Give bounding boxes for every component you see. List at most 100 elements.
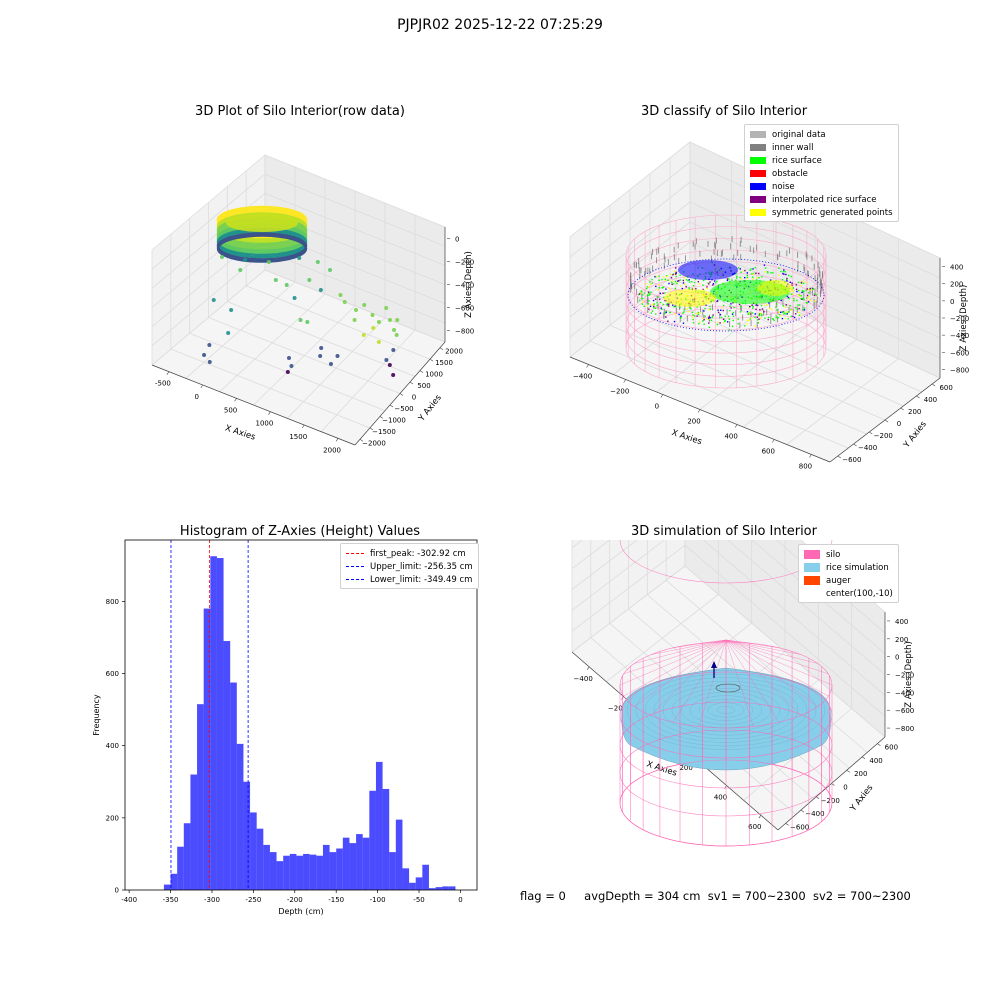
histogram-bar	[356, 834, 363, 890]
inner-wall-point	[821, 271, 823, 278]
classified-point	[756, 319, 759, 321]
legend-item: interpolated rice surface	[750, 193, 893, 206]
classified-point	[696, 315, 698, 317]
histogram-bar	[243, 781, 251, 890]
classified-point	[647, 303, 650, 305]
x-tick	[586, 364, 589, 368]
classified-point	[713, 280, 716, 282]
y-tick	[800, 809, 805, 813]
scatter-point	[284, 283, 289, 287]
classified-point	[662, 292, 664, 294]
classified-point	[755, 303, 758, 305]
histogram-bar	[170, 873, 178, 890]
x-tick	[660, 394, 664, 398]
inner-wall-point	[676, 307, 678, 314]
inner-wall-point	[807, 270, 809, 277]
classified-point	[813, 294, 816, 296]
y-tick-label: 200	[106, 814, 119, 822]
classified-point	[673, 313, 676, 315]
histogram-bar	[230, 682, 237, 890]
classified-point	[709, 281, 711, 283]
grid-line	[264, 154, 446, 228]
scatter-point	[285, 370, 290, 374]
inner-wall-point	[630, 272, 632, 279]
classified-point	[778, 311, 780, 313]
classified-point	[739, 276, 741, 279]
classified-point	[689, 307, 691, 309]
classified-point	[730, 307, 732, 309]
classified-point	[704, 307, 706, 310]
classified-point	[746, 274, 749, 277]
classified-point	[729, 305, 731, 307]
y-tick-label: 1500	[435, 359, 453, 367]
legend-label: interpolated rice surface	[772, 194, 877, 205]
classified-point	[664, 299, 666, 302]
depth-histogram: -400 -350 -300 -250 -200 -150 -100 -50 0 0 200 400 6…	[92, 539, 478, 916]
scatter-point	[238, 268, 243, 272]
y-tick	[816, 796, 820, 800]
scatter-point	[289, 364, 294, 368]
x-tick-label: 600	[762, 448, 775, 456]
inner-wall-point	[638, 262, 640, 269]
inner-wall-point	[813, 263, 815, 270]
classified-point	[752, 276, 754, 278]
simulation-3d-plot: −400−20002004006006004002000−200−400−600…	[571, 540, 914, 847]
plot-frame	[124, 539, 478, 891]
z-tick-label: 400	[895, 618, 908, 626]
y-tick-label: −500	[394, 405, 413, 413]
y-tick-label: −2000	[362, 439, 386, 447]
classified-point	[708, 316, 710, 318]
rice-mesh	[716, 706, 736, 714]
inner-wall-point	[652, 265, 654, 272]
inner-wall-point	[707, 240, 709, 247]
z-tick-label: 0	[895, 654, 899, 662]
z-tick-label: −400	[895, 689, 914, 697]
inner-wall-point	[797, 265, 799, 272]
x-tick	[586, 666, 590, 670]
inner-wall-point	[777, 316, 779, 323]
classified-point	[789, 281, 792, 283]
x-axis-line	[151, 364, 356, 446]
inner-wall-point	[797, 251, 799, 258]
classified-point	[678, 279, 680, 282]
x-tick	[758, 815, 762, 819]
legend-label: obstacle	[772, 168, 808, 179]
histogram-bar	[342, 837, 350, 890]
classified-point	[690, 308, 692, 310]
classified-point	[749, 312, 751, 314]
legend-item: inner wall	[750, 141, 893, 154]
classified-point	[751, 304, 753, 306]
classified-point	[669, 311, 671, 314]
classified-point	[743, 270, 745, 272]
classified-point	[691, 281, 693, 283]
y-tick-label: 400	[924, 396, 937, 404]
x-tick-label: 200	[679, 764, 692, 772]
inner-wall-point	[730, 243, 732, 250]
classified-point	[724, 315, 727, 317]
inner-wall-point	[753, 247, 755, 254]
classified-point	[758, 276, 760, 279]
histogram-bar	[428, 888, 436, 890]
classified-point	[649, 293, 651, 296]
classified-point	[666, 302, 668, 305]
classified-point	[720, 316, 723, 319]
inner-wall-point	[729, 321, 731, 328]
classified-point	[673, 283, 675, 285]
classified-point	[778, 314, 781, 316]
flag-text: flag = 0	[520, 889, 566, 903]
classified-point	[702, 317, 705, 320]
x-tick-label: 1500	[289, 433, 307, 441]
floor-pane	[570, 262, 940, 462]
classified-point	[768, 302, 770, 304]
classify-3d-plot: −400−20002004006008006004002000−200−400−…	[569, 141, 969, 471]
legend-swatch	[750, 170, 766, 177]
inner-wall-point	[641, 292, 643, 299]
classified-point	[668, 303, 670, 306]
classified-point	[754, 266, 756, 269]
histogram-bar	[203, 608, 211, 890]
classified-point	[794, 307, 797, 309]
inner-wall-point	[695, 238, 697, 245]
legend-item: obstacle	[750, 167, 893, 180]
silo-roof-strut	[725, 639, 802, 655]
inner-wall-point	[702, 309, 704, 316]
